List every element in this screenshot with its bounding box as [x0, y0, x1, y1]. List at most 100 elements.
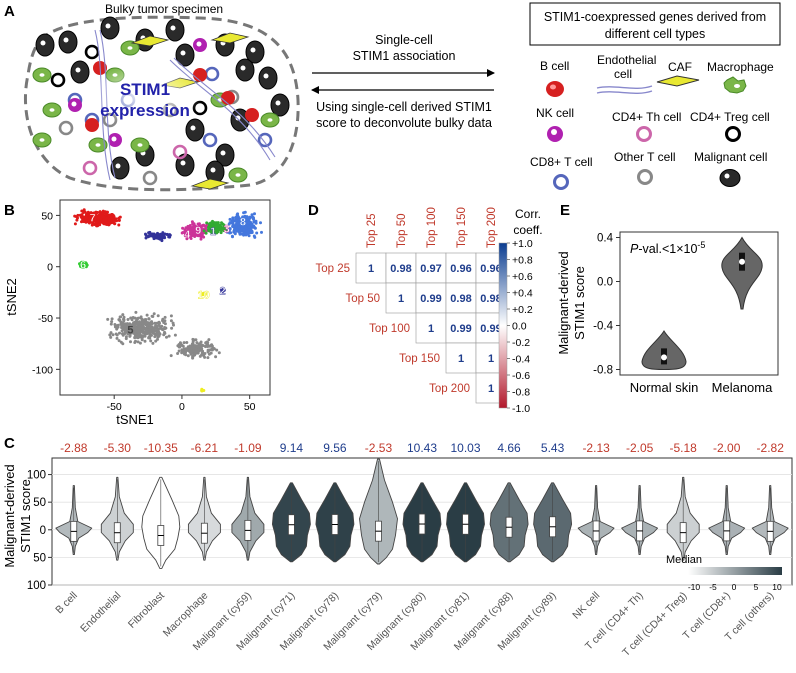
- tsne-point-cluster-5: [109, 322, 113, 326]
- tsne-point-cluster-5: [114, 332, 118, 336]
- tsne-point-cluster-5: [188, 346, 191, 350]
- tsne-point-cluster-9: [199, 226, 203, 230]
- tsne-point-cluster-5: [210, 343, 214, 347]
- tsne-point-cluster-5: [151, 341, 155, 345]
- tsne-point-cluster-7: [112, 220, 115, 224]
- malignant-nucleus: [180, 160, 186, 166]
- tsne-point-cluster-7: [88, 218, 92, 222]
- tsne-point-cluster-5: [191, 354, 195, 358]
- tsne-point-cluster-5: [137, 330, 141, 334]
- malignant-cell: [110, 156, 130, 180]
- tsne-point-cluster-7: [118, 215, 122, 219]
- corr-cb-tick-label: +0.4: [512, 288, 533, 300]
- median-cb-tick-label: 5: [754, 582, 759, 592]
- tsne-point-cluster-5: [147, 317, 151, 321]
- c-median-label: -2.82: [757, 441, 785, 455]
- corr-title-2: coeff.: [513, 223, 542, 237]
- tsne-point-cluster-8: [253, 226, 257, 230]
- corr-cell: [445, 282, 477, 314]
- tsne-point-cluster-4: [217, 228, 221, 232]
- tsne-point-cluster-5: [154, 339, 158, 343]
- tsne-point-cluster-5: [122, 315, 126, 319]
- tsne-point-cluster-8: [231, 217, 235, 221]
- tsne-point-cluster-5: [127, 330, 131, 334]
- tsne-point-cluster-5: [163, 331, 167, 335]
- corr-value: 0.99: [450, 323, 471, 335]
- tsne-point-cluster-5: [156, 321, 160, 325]
- nk-nucleus: [196, 41, 202, 47]
- malignant-cell: [258, 66, 278, 90]
- corr-cell: [415, 282, 447, 314]
- tsne-point-cluster-5: [172, 323, 175, 327]
- tsne-point-cluster-7: [93, 211, 97, 215]
- c-ylabel-2: STIM1 score: [18, 479, 33, 553]
- t-cell: [82, 160, 98, 176]
- nk-cell-nucleus-icon: [551, 129, 557, 135]
- corr-cb-tick-label: +1.0: [512, 238, 533, 250]
- malignant-cell: [185, 118, 205, 142]
- tsne-point-cluster-7: [99, 211, 102, 215]
- tsne-point-cluster-8: [231, 235, 234, 239]
- tsne-point-cluster-5: [186, 354, 190, 358]
- macrophage-nucleus: [95, 143, 101, 147]
- macrophage-nucleus: [127, 46, 133, 50]
- tsne-cluster-label: 2: [220, 285, 226, 297]
- tsne-point-cluster-8: [254, 219, 258, 223]
- t-cell: [84, 44, 100, 60]
- tsne-point-cluster-9: [193, 230, 197, 234]
- tsne-point-cluster-7: [85, 216, 89, 220]
- tsne-point-cluster-5: [169, 314, 173, 318]
- tsne-point-cluster-7: [103, 210, 107, 214]
- tsne-xtick-label: -50: [107, 401, 122, 413]
- tsne-point-cluster-1: [147, 234, 151, 238]
- panel-label-e: E: [560, 202, 570, 219]
- tsne-ytick-label: 50: [41, 210, 53, 222]
- tsne-point-cluster-7: [82, 208, 86, 212]
- malignant-cell-icon: [719, 169, 741, 187]
- tsne-point-cluster-4: [219, 228, 223, 232]
- tsne-cluster-label: 7: [89, 212, 95, 224]
- tsne-point-cluster-5: [119, 340, 123, 344]
- tsne-point-cluster-5: [135, 319, 138, 323]
- c-median-label: -2.05: [626, 441, 654, 455]
- c-median-label: -2.00: [713, 441, 741, 455]
- tsne-point-cluster-9: [197, 222, 201, 226]
- legend-nk-cell: NK cell: [536, 106, 574, 120]
- caf-cell: [210, 32, 250, 44]
- violin-normal-skin-median: [661, 354, 667, 361]
- median-cb-tick-label: -10: [688, 582, 701, 592]
- tsne-point-cluster-8: [240, 222, 244, 226]
- malignant-nucleus: [40, 40, 46, 46]
- tsne-point-cluster-8: [241, 232, 244, 236]
- e-category-label: Melanoma: [712, 380, 773, 395]
- legend-box: [529, 2, 781, 46]
- pvalue-mid: -val.<1×10: [638, 242, 697, 256]
- violin-melanoma: [721, 236, 763, 310]
- malignant-nucleus: [190, 125, 196, 131]
- tsne-point-cluster-5: [153, 321, 157, 325]
- corr-cb-tick-label: +0.8: [512, 255, 533, 267]
- tsne-point-cluster-5: [169, 354, 173, 358]
- corr-row-label: Top 25: [315, 263, 350, 275]
- tsne-point-cluster-5: [144, 323, 148, 326]
- tsne-point-cluster-5: [150, 314, 154, 318]
- malignant-cell: [175, 43, 195, 67]
- corr-cell: [355, 252, 387, 284]
- tsne-point-cluster-7: [82, 211, 86, 214]
- t-cell: [204, 66, 220, 82]
- tsne-point-cluster-5: [116, 325, 120, 329]
- tsne-point-cluster-5: [133, 330, 137, 334]
- corr-cell: [415, 252, 447, 284]
- tsne-point-cluster-8: [249, 223, 253, 227]
- tsne-point-cluster-5: [215, 348, 219, 352]
- tsne-point-cluster-5: [187, 348, 191, 352]
- tsne-point-cluster-8: [236, 212, 240, 216]
- tsne-point-cluster-1: [144, 236, 148, 240]
- pvalue-annotation: P-val.<1×10-5: [630, 240, 705, 256]
- corr-value: 0.97: [420, 263, 441, 275]
- tsne-point-cluster-5: [110, 317, 114, 321]
- tsne-point-cluster-5: [134, 339, 137, 343]
- tsne-point-cluster-8: [252, 234, 256, 238]
- tsne-point-cluster-8: [227, 222, 231, 226]
- t-cell: [202, 132, 218, 148]
